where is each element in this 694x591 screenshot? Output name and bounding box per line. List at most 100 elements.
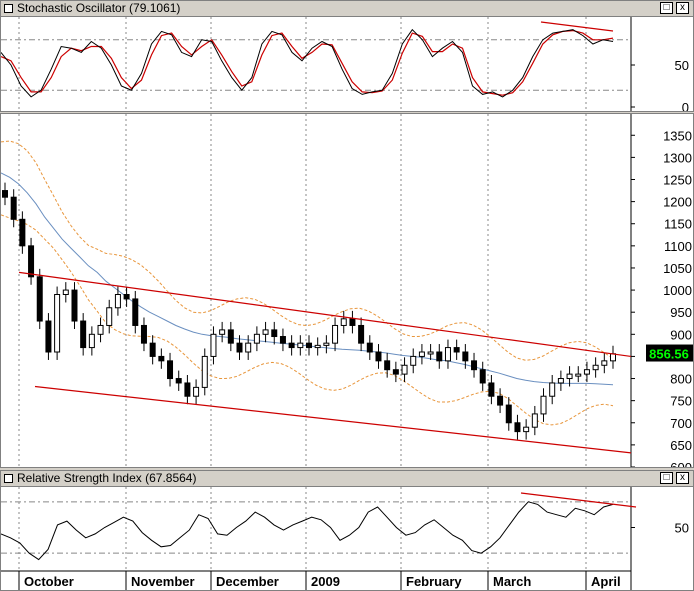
candle-body <box>349 318 356 326</box>
rsi-line <box>1 501 614 561</box>
candle-body <box>140 324 147 344</box>
candle-body <box>523 426 530 433</box>
stochastic-pane: Stochastic Oscillator (79.1061) □ x 50 0 <box>0 0 694 112</box>
close-button[interactable]: x <box>676 472 689 484</box>
candle-body <box>193 386 200 397</box>
candle-body <box>575 373 582 377</box>
candle-body <box>114 294 121 309</box>
candle-body <box>366 342 373 353</box>
y-tick-label: 1250 <box>663 173 692 188</box>
y-tick-label: 900 <box>670 327 692 342</box>
candle-body <box>36 276 43 322</box>
candle-body <box>253 333 260 344</box>
price-chart: 1350 1300 1250 1200 1150 1100 1050 1000 950 900 85… <box>1 114 693 467</box>
restore-button[interactable]: □ <box>660 2 673 14</box>
y-tick-label: 650 <box>670 438 692 453</box>
candle-body <box>610 353 616 362</box>
y-tick-label: 1350 <box>663 128 692 143</box>
pane-icon <box>4 4 13 13</box>
candle-body <box>106 307 113 326</box>
candle-body <box>279 336 286 344</box>
month-label: February <box>406 574 462 589</box>
rsi-pane: Relative Strength Index (67.8564) □ x 50… <box>0 470 694 591</box>
rsi-titlebar: Relative Strength Index (67.8564) □ x <box>1 471 693 487</box>
candle-body <box>436 351 443 362</box>
month-label: 2009 <box>311 574 340 589</box>
candle-body <box>132 298 139 326</box>
candle-body <box>557 378 564 384</box>
candle-body <box>245 342 252 353</box>
candle-body <box>288 342 295 349</box>
candle-body <box>227 329 234 344</box>
candle-body <box>549 382 556 397</box>
candle-body <box>184 382 191 397</box>
month-label: November <box>131 574 195 589</box>
candle-body <box>28 245 35 278</box>
stochastic-chart: 50 0 <box>1 17 689 111</box>
upper-channel-line <box>18 271 632 358</box>
candle-body <box>97 324 104 335</box>
candle-body <box>88 333 95 349</box>
candle-body <box>219 329 226 335</box>
month-label: October <box>24 574 74 589</box>
candle-body <box>427 351 434 355</box>
candle-body <box>531 413 538 428</box>
lower-channel-line <box>34 385 632 454</box>
last-price-badge <box>646 344 693 362</box>
candle-body <box>583 369 590 375</box>
candle-body <box>462 351 469 362</box>
lower-band <box>1 214 614 426</box>
candle-body <box>2 190 8 198</box>
stoch-trendline <box>540 21 614 32</box>
y-tick-label: 50 <box>675 521 689 536</box>
candle-body <box>201 355 208 388</box>
rsi-title: Relative Strength Index (67.8564) <box>17 471 197 485</box>
y-tick-label: 950 <box>670 305 692 320</box>
candle-body <box>149 342 156 357</box>
rsi-trendline <box>520 492 637 508</box>
y-tick-label: 1050 <box>663 261 692 276</box>
candle-body <box>306 342 312 349</box>
y-tick-label: 800 <box>670 372 692 387</box>
candle-body <box>210 333 217 357</box>
stoch-d-line <box>1 29 614 96</box>
candle-body <box>358 324 365 344</box>
price-pane: 1350 1300 1250 1200 1150 1100 1050 1000 950 900 85… <box>0 113 694 468</box>
candle-body <box>444 347 451 362</box>
month-label: December <box>216 574 279 589</box>
y-tick-label: 1000 <box>663 283 692 298</box>
candle-body <box>497 395 504 406</box>
month-label: March <box>493 574 531 589</box>
candle-body <box>601 360 608 366</box>
candle-body <box>262 329 269 335</box>
candle-body <box>392 369 399 375</box>
moving-average-line <box>1 172 614 386</box>
stoch-k-line <box>1 28 614 98</box>
candle-body <box>410 355 417 366</box>
candle-body <box>566 373 573 380</box>
y-tick-label: 50 <box>675 58 689 73</box>
candle-body <box>236 342 243 353</box>
candle-body <box>488 382 495 397</box>
close-button[interactable]: x <box>676 2 689 14</box>
candle-body <box>540 395 547 415</box>
candle-body <box>314 344 321 349</box>
candle-body <box>418 351 425 357</box>
candle-body <box>471 360 478 371</box>
candle-body <box>340 318 347 326</box>
y-tick-label: 0 <box>682 100 689 111</box>
candle-body <box>54 294 61 353</box>
candle-body <box>80 320 87 349</box>
stochastic-title: Stochastic Oscillator (79.1061) <box>17 1 181 15</box>
y-tick-label: 1100 <box>664 239 692 254</box>
candle-body <box>45 320 52 353</box>
candle-body <box>123 294 130 300</box>
candle-body <box>332 324 339 344</box>
y-tick-label: 750 <box>670 394 692 409</box>
y-tick-label: 1300 <box>663 150 692 165</box>
last-price-label: 856.56 <box>649 347 689 362</box>
restore-button[interactable]: □ <box>660 472 673 484</box>
candle-body <box>19 218 26 247</box>
candle-body <box>401 364 408 375</box>
candle-body <box>479 369 486 384</box>
